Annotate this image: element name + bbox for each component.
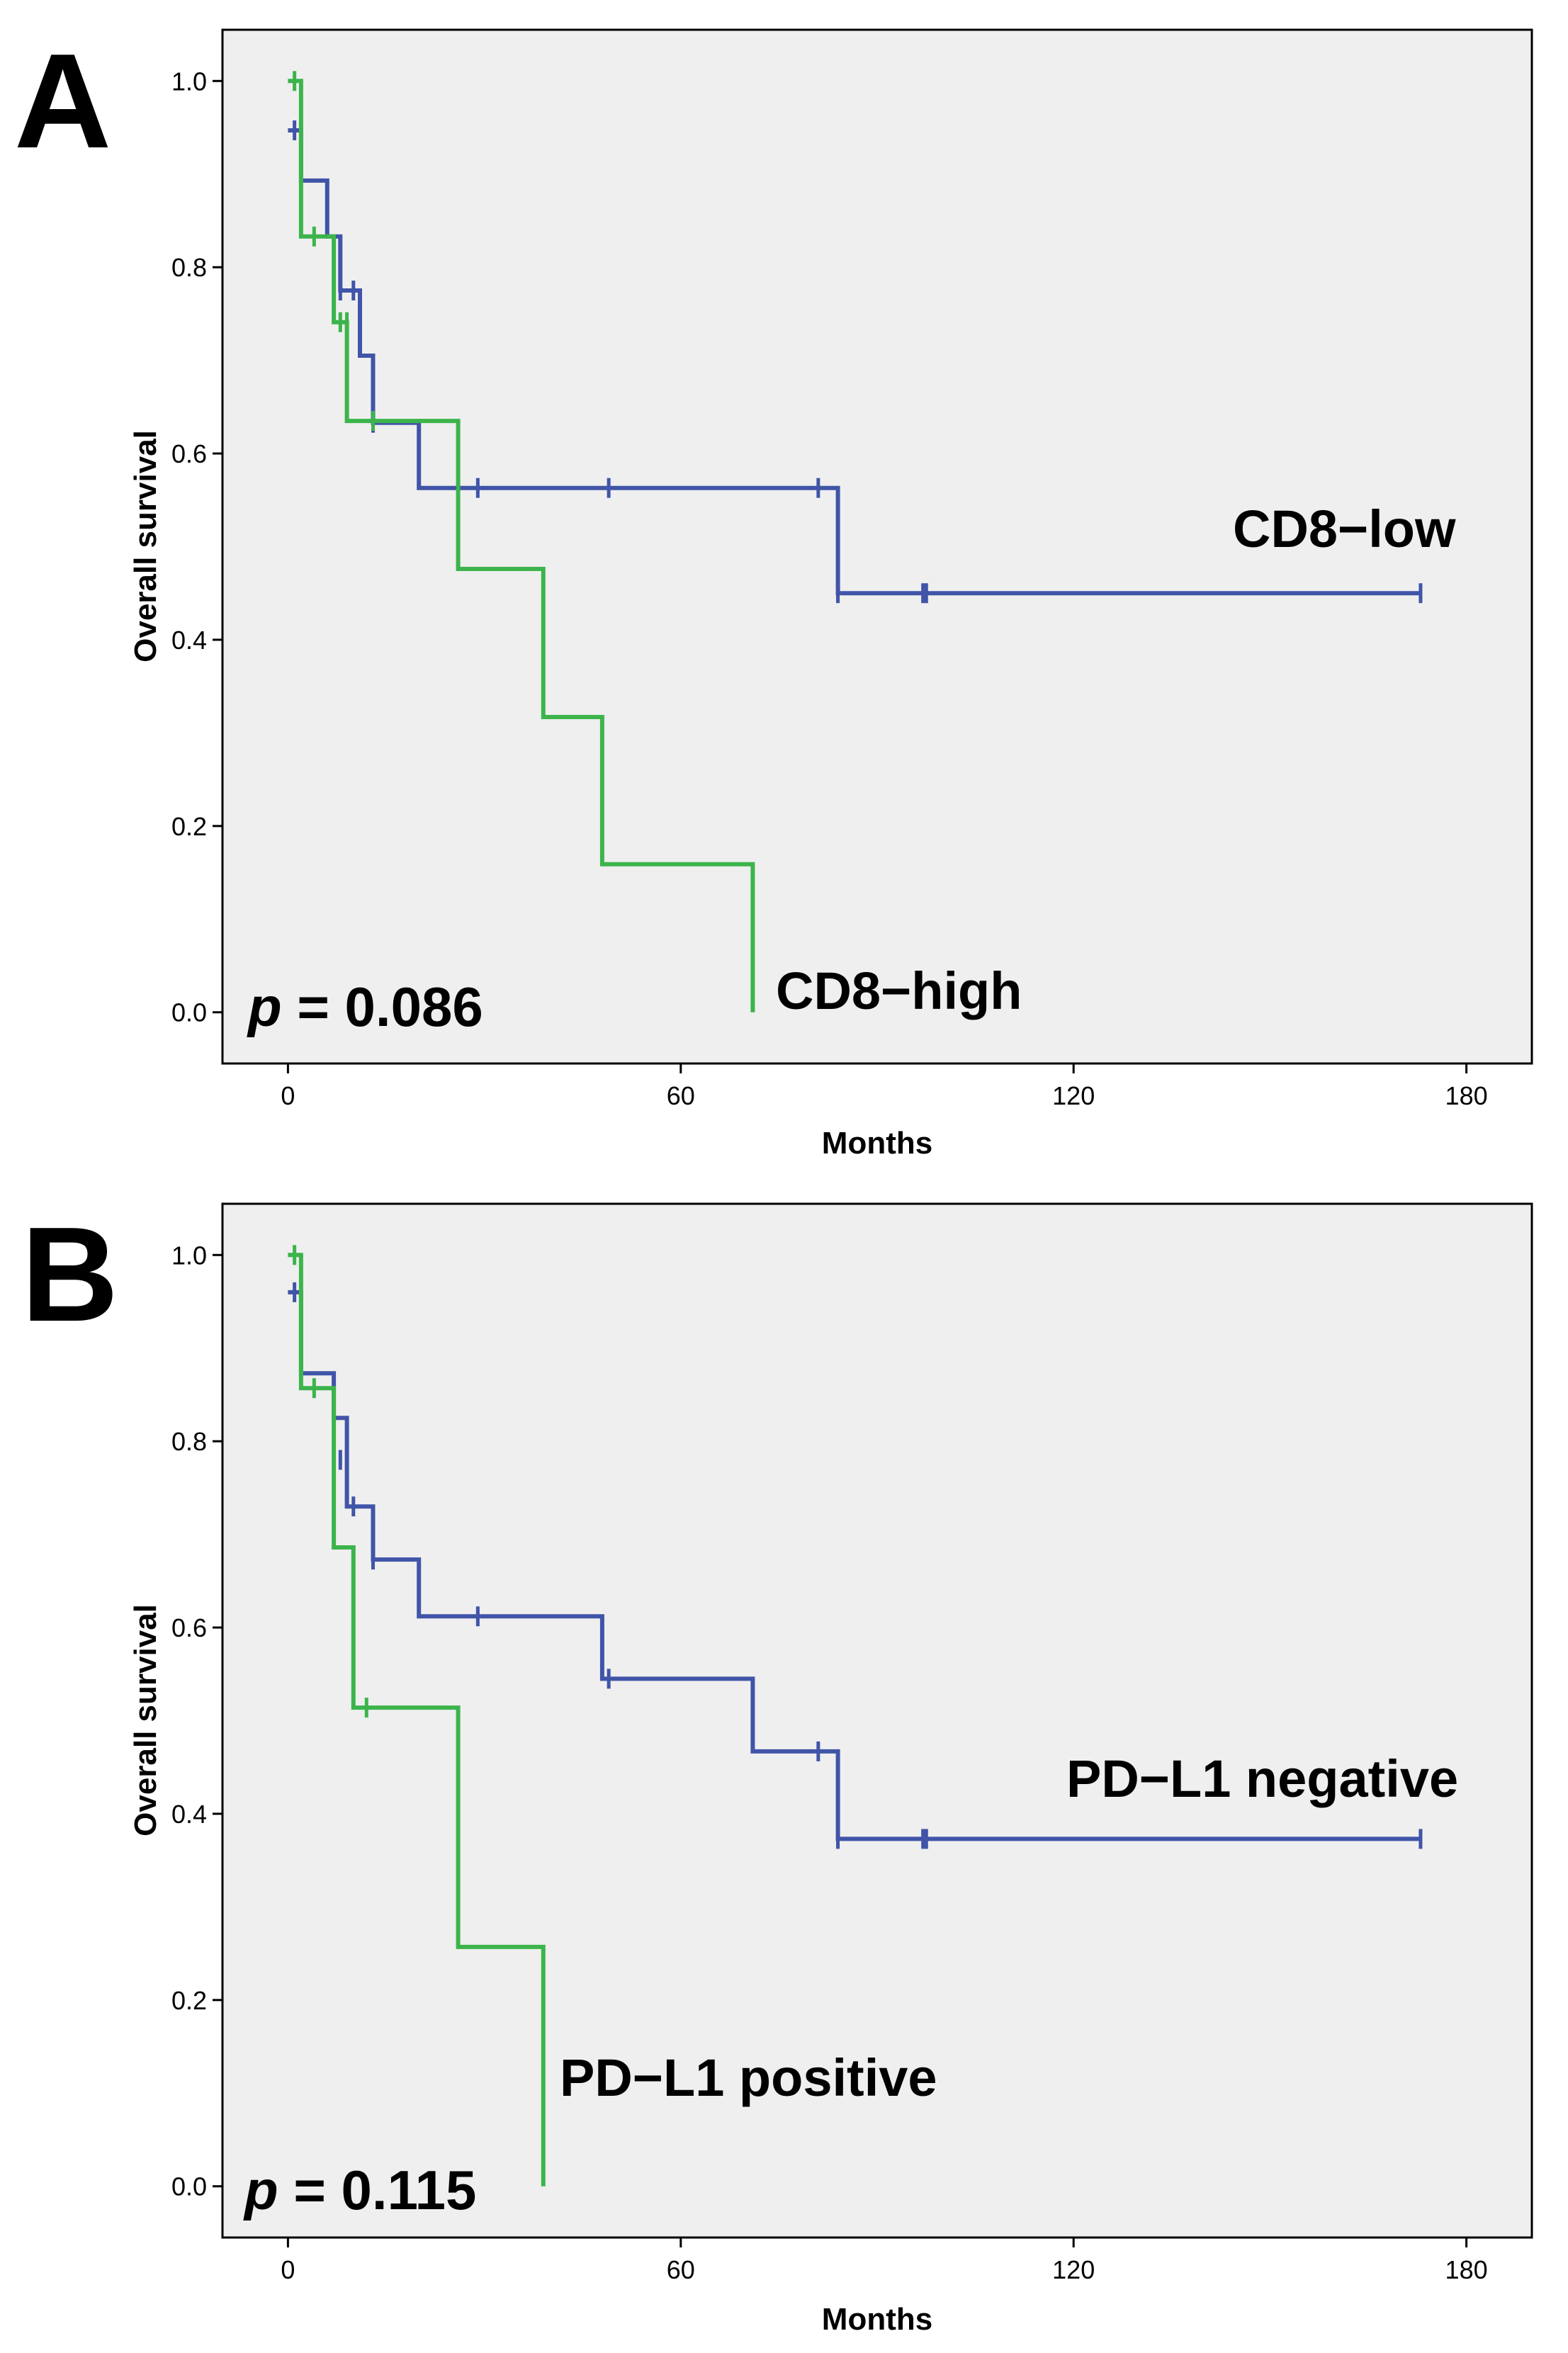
x-tick-label: 60 [667,1081,695,1110]
panel-b: B 0.0 0.2 0.4 0.6 0.8 1.0 0 60 120 180 Overall su… [21,1200,1533,2337]
x-tick-label: 120 [1052,2255,1095,2284]
p-symbol: p [243,2159,278,2221]
x-tick-label: 0 [281,1081,295,1110]
panel-a: A 0.0 0.2 0.4 0.6 0.8 1.0 0 60 120 180 Overall su… [14,26,1533,1161]
y-tick-label: 0.6 [171,1613,207,1642]
p-symbol: p [247,976,282,1038]
x-tick-label: 180 [1445,1081,1488,1110]
y-tick-label: 0.8 [171,253,207,282]
y-tick-label: 0.6 [171,439,207,468]
series-label-pd-l1-positive: PD−L1 positive [560,2048,937,2107]
x-tick-label: 120 [1052,1081,1095,1110]
p-value-text: = 0.115 [278,2159,477,2221]
y-tick-label: 0.8 [171,1427,207,1456]
survival-curve-cd8-high [288,79,755,1012]
plot-marks: 0.0 0.2 0.4 0.6 0.8 1.0 0 60 120 180 [171,67,1488,1110]
x-tick-label: 180 [1445,2255,1488,2284]
x-tick-label: 0 [281,2255,295,2284]
panel-letter: B [21,1200,118,1350]
series-label-cd8-high: CD8−high [776,961,1022,1020]
x-tick-label: 60 [667,2255,695,2284]
plot-area [221,28,1533,1065]
y-axis-title: Overall survival [128,1604,163,1836]
plot-marks: 0.0 0.2 0.4 0.6 0.8 1.0 0 60 120 180 [171,1241,1488,2284]
series-label-cd8-low: CD8−low [1233,500,1456,558]
panel-letter: A [14,26,111,176]
x-axis-title: Months [822,1126,932,1161]
y-tick-label: 0.4 [171,626,207,655]
y-tick-label: 1.0 [171,1241,207,1270]
y-tick-label: 0.2 [171,1986,207,2015]
p-value: p = 0.115 [243,2159,476,2221]
y-tick-label: 1.0 [171,67,207,96]
y-tick-label: 0.0 [171,998,207,1027]
plot-area [221,1202,1533,2239]
p-value: p = 0.086 [247,976,483,1038]
y-tick-label: 0.4 [171,1800,207,1829]
p-value-text: = 0.086 [282,976,483,1038]
x-axis-title: Months [822,2302,932,2337]
y-axis-title: Overall survival [128,430,163,662]
series-label-pd-l1-negative: PD−L1 negative [1066,1749,1458,1808]
y-tick-label: 0.2 [171,812,207,841]
y-tick-label: 0.0 [171,2172,207,2201]
survival-curve-pd-l1-positive [288,1253,546,2186]
